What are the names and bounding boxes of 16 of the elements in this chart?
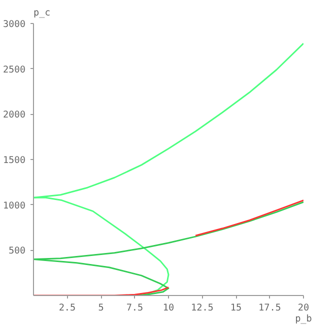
x-tick-label: 15 — [230, 302, 242, 314]
x-tick-label: 10 — [162, 302, 174, 314]
y-tick-label: 1000 — [3, 200, 26, 212]
x-tick-label: 2.5 — [58, 302, 76, 314]
y-tick-label: 1500 — [3, 155, 26, 166]
x-tick-label: 12.5 — [191, 302, 214, 314]
x-tick-label: 7.5 — [126, 302, 144, 314]
y-tick-label: 2500 — [3, 64, 26, 76]
y-tick-label: 500 — [8, 246, 26, 257]
x-tick-label: 17.5 — [258, 302, 281, 314]
y-tick-label: 2000 — [3, 110, 26, 121]
x-tick-label: 5 — [98, 302, 104, 314]
x-tick-label: 20 — [298, 302, 310, 314]
y-tick-label: 3000 — [3, 19, 26, 30]
y-axis-title: p_c — [34, 8, 50, 18]
x-axis-title: p_b — [295, 314, 312, 324]
